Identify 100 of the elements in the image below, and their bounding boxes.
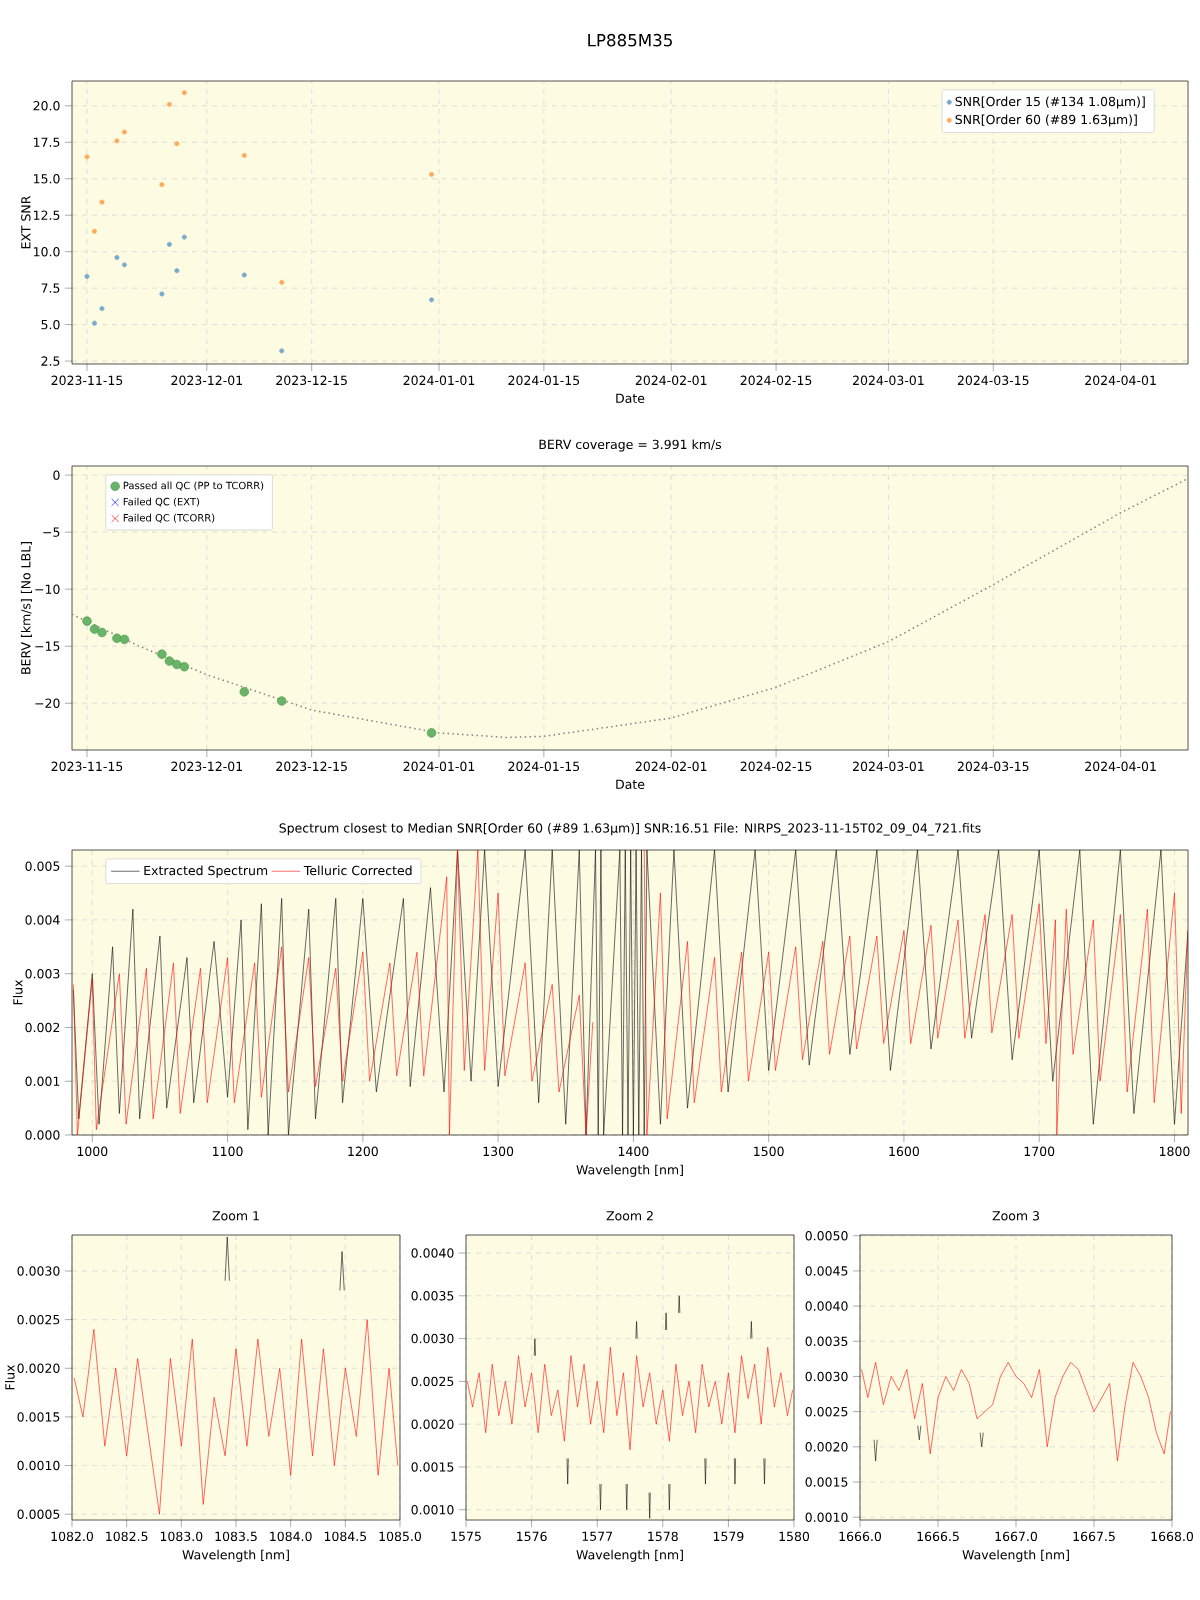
y-tick-label: 0.0045 [805,1266,848,1276]
point [426,728,437,738]
line-series [467,1346,793,1451]
legend-label: Passed all QC (PP to TCORR) [123,481,264,491]
y-tick-label: 0.0020 [411,1419,454,1429]
y-tick-label: 0.002 [25,1022,60,1033]
x-tick-label: 1600 [889,1146,919,1157]
y-tick-label: 0.0030 [17,1266,60,1276]
x-axis-title: Wavelength [nm] [576,1549,683,1562]
x-tick-label: 1084.0 [270,1531,312,1542]
x-tick-label: 1800 [1159,1146,1190,1157]
chart-title: Spectrum closest to Median SNR[Order 60 (#89 1.63μm)] SNR:16.51 File: NIRPS_2023-11-15T02_09_04_721.fits [279,823,981,836]
chart-title: Zoom 3 [992,1211,1039,1221]
y-tick-label: −15 [35,641,60,651]
y-tick-label: 7.5 [41,283,60,293]
x-tick-label: 2023-11-15 [51,375,123,386]
x-tick-label: 1580 [779,1531,810,1542]
x-tick-label: 2024-01-15 [508,761,580,772]
x-tick-label: 2024-03-15 [957,375,1029,386]
x-tick-label: 2024-02-01 [635,375,707,386]
point [241,152,247,158]
legend-label: Failed QC (TCORR) [123,513,215,523]
x-tick-label: 1300 [483,1146,514,1157]
y-tick-label: 0.0035 [805,1336,848,1347]
y-tick-label: 15.0 [33,174,60,184]
y-tick-label: −20 [35,698,60,708]
x-tick-label: 2024-02-15 [740,761,812,772]
y-tick-label: 0.0010 [17,1460,60,1471]
point [84,154,90,160]
y-tick-label: 10.0 [33,246,60,257]
x-tick-label: 1577 [582,1531,613,1541]
legend-label: Failed QC (EXT) [123,497,200,507]
x-tick-label: 2023-12-01 [171,761,242,772]
x-tick-label: 2024-01-01 [403,375,475,386]
point [429,171,435,177]
y-tick-label: −5 [43,527,60,537]
x-axis-title: Wavelength [nm] [576,1164,683,1177]
point [121,129,127,135]
y-tick-label: 0.0025 [411,1376,454,1387]
point [166,241,172,247]
point [91,320,97,326]
x-tick-label: 1666.5 [917,1531,959,1542]
y-tick-label: 0.0035 [411,1291,454,1301]
legend-label: Extracted Spectrum [144,865,268,878]
x-tick-label: 1082.5 [106,1531,148,1542]
y-tick-label: 0.0025 [805,1406,848,1417]
y-tick-label: 0.0010 [411,1505,454,1515]
legend-label: Telluric Corrected [303,865,412,876]
point [99,306,105,312]
point [114,138,120,144]
point [181,90,187,96]
point [164,656,175,666]
y-tick-label: 2.5 [41,356,60,366]
legend-label: SNR[Order 60 (#89 1.63μm)] [955,114,1137,127]
point [97,627,107,638]
point [157,649,167,659]
y-tick-label: 0.0015 [17,1412,60,1422]
point [121,262,127,268]
y-tick-label: 0.0030 [805,1371,848,1382]
x-tick-label: 1667.5 [1073,1531,1115,1542]
x-tick-label: 2024-02-01 [635,761,707,772]
x-tick-label: 2024-01-01 [403,761,475,772]
x-tick-label: 1085.0 [379,1531,422,1542]
y-axis-title: Flux [12,979,23,1005]
x-axis-title: Wavelength [nm] [962,1549,1069,1562]
point [99,199,105,205]
x-tick-label: 1575 [451,1531,481,1541]
x-tick-label: 1084.5 [324,1531,367,1542]
y-tick-label: 5.0 [41,319,60,330]
x-tick-label: 2024-01-15 [508,375,580,386]
y-axis-title: BERV [km/s] [No LBL] [20,542,33,674]
chart-title: Zoom 1 [212,1211,259,1221]
point [91,228,97,234]
point [279,348,285,354]
x-tick-label: 2023-12-15 [276,375,347,386]
x-axis-title: Date [616,779,645,790]
y-tick-label: 12.5 [33,210,60,220]
x-tick-label: 2024-04-01 [1085,375,1156,386]
x-tick-label: 1579 [713,1531,744,1542]
point [119,634,130,645]
y-tick-label: 20.0 [33,101,60,111]
x-tick-label: 2024-03-01 [853,761,924,772]
y-tick-label: 0 [53,470,60,480]
x-tick-label: 2023-12-01 [171,375,242,386]
x-tick-label: 1666.0 [839,1531,882,1542]
point [166,101,172,107]
y-tick-label: 0.0040 [411,1248,454,1258]
x-tick-label: 2024-02-15 [740,375,812,386]
point [89,624,100,634]
x-tick-label: 2024-03-15 [957,761,1029,772]
x-tick-label: 1083.0 [160,1531,203,1542]
y-tick-label: −10 [35,584,60,594]
point [239,687,249,697]
point [82,616,92,626]
point [174,268,180,274]
y-axis-title: EXT SNR [21,195,31,249]
y-tick-label: 0.000 [25,1130,60,1140]
x-tick-label: 2024-04-01 [1085,761,1156,772]
x-tick-label: 1668.0 [1151,1531,1194,1542]
y-tick-label: 0.005 [25,861,60,871]
